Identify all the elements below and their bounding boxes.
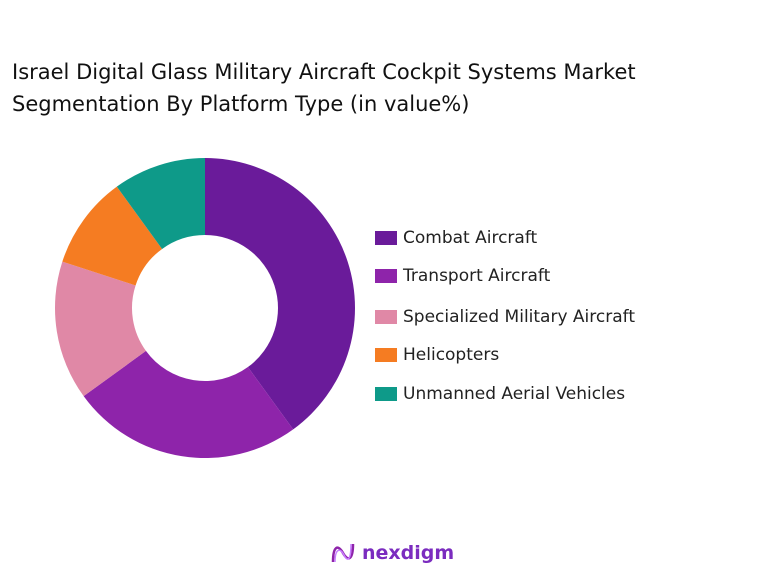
nexdigm-logo: nexdigm [330,540,454,566]
legend-label: Specialized Military Aircraft [403,307,635,327]
legend-label: Combat Aircraft [403,228,538,248]
legend-swatch [375,231,397,245]
legend-item: Unmanned Aerial Vehicles [375,384,625,404]
donut-slice-transport-aircraft [83,350,294,458]
legend-item: Helicopters [375,345,499,365]
legend-swatch [375,269,397,283]
legend-swatch [375,387,397,401]
legend-label: Unmanned Aerial Vehicles [403,384,626,404]
legend-swatch [375,348,397,362]
legend-swatch [375,310,397,324]
chart-title: Israel Digital Glass Military Aircraft C… [12,60,636,116]
legend-item: Specialized Military Aircraft [375,307,635,327]
donut-slice-specialized-military-aircraft [55,261,146,397]
logo-text: nexdigm [362,542,455,564]
donut-slice-combat-aircraft [205,158,355,430]
nexdigm-logo-icon [331,543,355,563]
legend-label: Transport Aircraft [403,266,551,286]
donut-slice-helicopters [62,186,163,286]
legend-item: Transport Aircraft [375,266,550,286]
legend-item: Combat Aircraft [375,228,537,248]
donut-slice-unmanned-aerial-vehicles [116,158,205,249]
legend-label: Helicopters [403,345,500,365]
